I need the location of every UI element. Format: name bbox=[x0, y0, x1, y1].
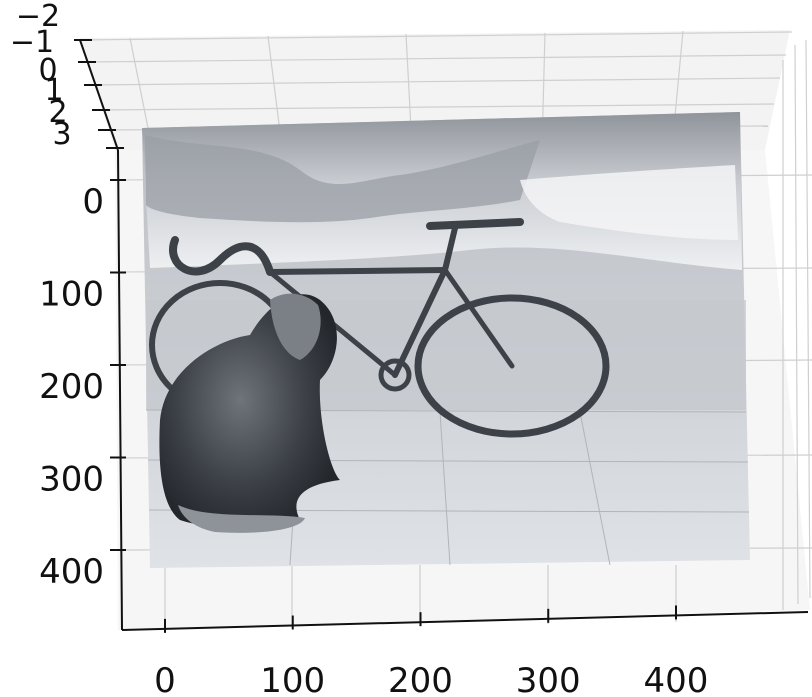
y-tick-label: 300 bbox=[39, 460, 104, 500]
x-tick-label: 100 bbox=[260, 661, 325, 697]
grid-line bbox=[805, 39, 811, 599]
y-tick-label: 400 bbox=[39, 552, 104, 592]
z-tick-label: −1 bbox=[10, 25, 54, 60]
z-axis-line bbox=[79, 39, 119, 151]
surface-dog bbox=[159, 293, 340, 533]
x-tick-label: 0 bbox=[154, 661, 176, 697]
x-tick-label: 400 bbox=[644, 661, 709, 697]
y-tick-label: 0 bbox=[82, 182, 104, 222]
z-tick-label: 3 bbox=[52, 117, 71, 152]
surface-bright-area bbox=[520, 165, 738, 240]
z-tick-label: −2 bbox=[16, 0, 60, 34]
grid-line bbox=[794, 44, 799, 605]
y-tick-label: 200 bbox=[39, 367, 104, 407]
grid-line bbox=[85, 54, 787, 63]
x-tick-label: 300 bbox=[516, 661, 581, 697]
z-tick-label: 0 bbox=[38, 53, 57, 88]
x-tick-label: 200 bbox=[388, 661, 453, 697]
z-tick-label: 1 bbox=[44, 73, 63, 108]
y-tick-label: 100 bbox=[39, 275, 104, 315]
ticks bbox=[74, 39, 677, 633]
grid-line bbox=[91, 77, 781, 86]
surface-bicycle bbox=[149, 218, 610, 438]
z-tick-label: 2 bbox=[48, 95, 67, 130]
grid-line bbox=[79, 31, 793, 41]
grid-line bbox=[99, 103, 775, 111]
x-axis-line bbox=[121, 611, 809, 631]
surface bbox=[142, 112, 750, 568]
surface-foliage bbox=[145, 135, 540, 223]
